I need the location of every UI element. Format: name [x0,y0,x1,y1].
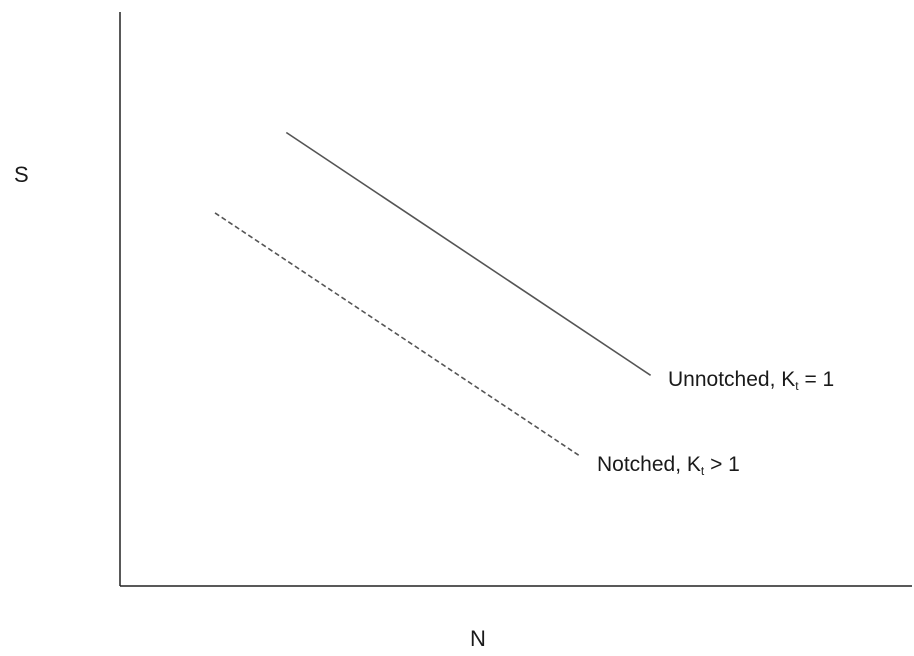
series-label-subscript: t [795,379,799,393]
series-label-notched: Notched, Kt > 1 [597,453,740,478]
series-label-subscript: t [700,464,705,478]
series-label-unnotched: Unnotched, Kt = 1 [668,368,834,393]
series-line-notched [214,212,580,457]
series-line-unnotched [285,131,652,376]
y-axis-label: S [14,162,29,187]
series-label-main: Notched, K [597,453,701,476]
series-layer [214,131,652,457]
series-label-tail: > 1 [704,453,740,476]
series-label-tail: = 1 [798,368,835,391]
series-label-main: Unnotched, K [668,368,796,391]
x-axis-label: N [470,626,486,651]
